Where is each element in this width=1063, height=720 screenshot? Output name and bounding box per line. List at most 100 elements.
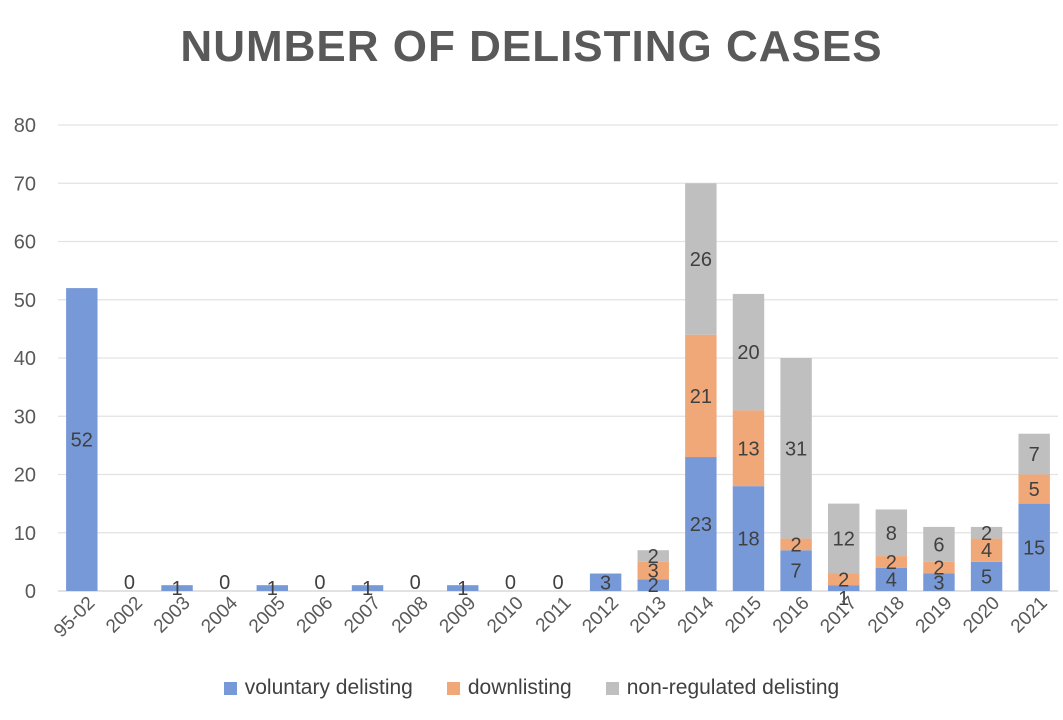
x-tick-label: 2016 [769, 593, 814, 638]
y-tick-label: 50 [14, 290, 36, 312]
data-label: 6 [933, 534, 944, 556]
data-label: 0 [314, 572, 325, 594]
data-label: 8 [886, 523, 897, 545]
legend-swatch [223, 681, 237, 695]
legend-item: voluntary delisting [223, 676, 413, 700]
bar-segment [732, 293, 765, 411]
data-label: 1 [457, 578, 468, 600]
data-label: 1 [838, 588, 849, 610]
bar-segment [970, 538, 1003, 562]
bar-segment [1018, 433, 1050, 475]
data-label: 7 [791, 561, 802, 583]
x-tick-label: 2004 [197, 592, 242, 637]
x-tick-label: 2013 [626, 593, 671, 638]
bar-segment [828, 573, 860, 586]
legend-swatch [605, 681, 619, 695]
bar-segment [923, 561, 955, 574]
x-tick-label: 2009 [436, 593, 481, 638]
bar-segment [780, 538, 812, 551]
bar-segment [637, 550, 669, 562]
legend-label: downlisting [467, 676, 572, 699]
data-label: 2 [886, 552, 897, 574]
legend-swatch [446, 681, 460, 695]
x-tick-label: 2015 [721, 593, 766, 638]
x-tick-label: 2006 [293, 593, 338, 638]
bar-segment [732, 486, 765, 591]
bar-segment [1018, 474, 1050, 504]
x-tick-label: 95-02 [50, 593, 99, 642]
data-label: 1 [267, 578, 278, 600]
data-label: 4 [886, 569, 897, 591]
data-label: 1 [362, 578, 373, 600]
y-tick-label: 60 [14, 232, 36, 254]
bar-segment [447, 585, 479, 591]
bar-segment [685, 334, 717, 458]
bar-segment [589, 573, 622, 591]
x-tick-label: 2021 [1007, 593, 1052, 638]
bar-segment [780, 358, 812, 539]
data-label: 3 [933, 572, 944, 594]
bar-segment [780, 550, 812, 591]
data-label: 2 [933, 558, 944, 580]
bar-segment [256, 585, 288, 591]
data-label: 20 [737, 342, 759, 364]
data-label: 2 [648, 575, 659, 597]
data-label: 52 [71, 430, 93, 452]
y-tick-label: 70 [14, 173, 36, 195]
data-label: 21 [690, 386, 712, 408]
x-tick-label: 2012 [578, 593, 623, 638]
bar-segment [1018, 503, 1050, 591]
chart-title: NUMBER OF DELISTING CASES [180, 22, 883, 71]
data-label: 3 [648, 561, 659, 583]
y-tick-label: 30 [14, 406, 36, 428]
data-label: 0 [410, 572, 421, 594]
data-label: 0 [552, 572, 563, 594]
chart-legend: voluntary delisting downlisting non-regula… [0, 676, 1063, 700]
data-label: 0 [505, 572, 516, 594]
data-label: 7 [1029, 444, 1040, 466]
bar-segment [923, 526, 955, 562]
data-label: 2 [981, 523, 992, 545]
data-label: 18 [737, 529, 759, 551]
bar-segment [923, 573, 955, 591]
x-tick-label: 2017 [817, 593, 862, 638]
data-label: 0 [124, 572, 135, 594]
data-label: 2 [648, 546, 659, 568]
y-tick-label: 20 [14, 465, 36, 487]
data-label: 1 [171, 578, 182, 600]
bar-segment [637, 561, 669, 580]
y-tick-label: 0 [25, 581, 36, 603]
bar-segment [351, 585, 384, 591]
data-label: 12 [833, 529, 855, 551]
x-tick-label: 2011 [532, 593, 576, 637]
bar-segment [66, 288, 98, 591]
legend-label: non-regulated delisting [626, 676, 840, 699]
x-tick-label: 2003 [150, 593, 195, 638]
data-label: 5 [1029, 479, 1040, 501]
x-tick-label: 2020 [959, 593, 1004, 638]
x-tick-label: 2010 [483, 593, 528, 638]
x-tick-label: 2018 [864, 593, 909, 638]
data-label: 4 [981, 540, 992, 562]
x-tick-label: 2019 [912, 593, 957, 638]
x-tick-label: 2007 [340, 593, 385, 638]
bar-segment [637, 579, 669, 591]
data-label: 13 [737, 438, 759, 460]
legend-label: voluntary delisting [244, 676, 413, 699]
x-tick-label: 2014 [674, 592, 719, 637]
x-tick-label: 2002 [102, 593, 147, 638]
legend-item: non-regulated delisting [605, 676, 840, 700]
x-tick-label: 2005 [245, 593, 290, 638]
data-label: 2 [838, 569, 849, 591]
bar-segment [828, 503, 860, 574]
y-tick-label: 10 [14, 523, 36, 545]
data-label: 23 [690, 514, 712, 536]
x-tick-label: 2008 [388, 593, 433, 638]
bar-segment [732, 410, 765, 487]
bar-segment [875, 509, 908, 557]
data-label: 15 [1023, 537, 1045, 559]
bar-segment [970, 561, 1003, 591]
data-label: 3 [600, 572, 611, 594]
bar-segment [161, 585, 193, 591]
